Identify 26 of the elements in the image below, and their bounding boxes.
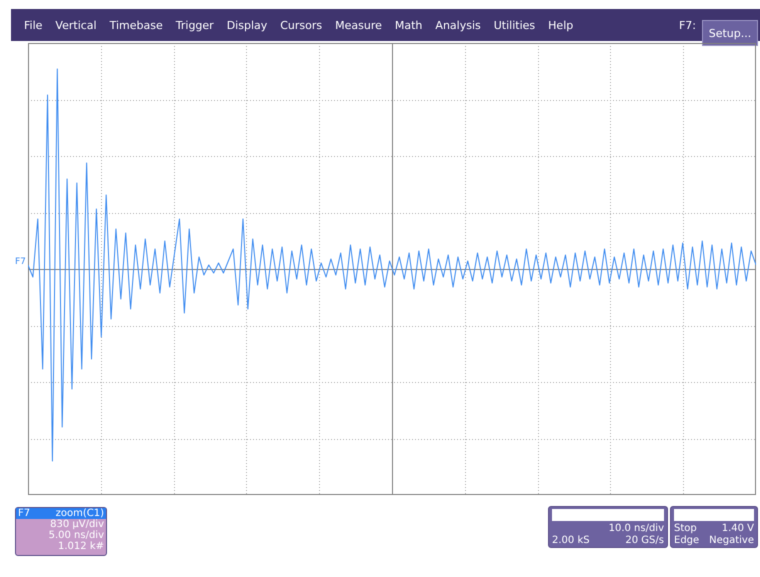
text: 20 GS/s	[625, 535, 664, 547]
text: File	[24, 18, 42, 32]
text: 830 µV/div	[49, 519, 105, 530]
text: Analysis	[435, 18, 481, 32]
text: 1.012 k#	[57, 541, 105, 552]
text: 10.0 ns/div	[608, 523, 664, 535]
text: F7	[15, 257, 26, 267]
text: Cursors	[280, 18, 322, 32]
text: Vertical	[55, 18, 97, 32]
text: Measure	[335, 18, 382, 32]
text: Help	[548, 18, 574, 32]
text: F7	[18, 508, 30, 519]
text: Stop	[674, 523, 697, 535]
text: Edge	[674, 535, 700, 547]
text: Timebase	[110, 18, 163, 32]
text: Display	[226, 18, 268, 32]
text: Setup...	[702, 20, 758, 46]
text: zoom(C1)	[56, 508, 104, 519]
text: Trigger	[176, 18, 214, 32]
text: F7:	[678, 19, 696, 32]
text: Math	[394, 18, 422, 32]
text: 2.00 kS	[552, 535, 590, 547]
text: Utilities	[494, 18, 536, 32]
text: 1.40 V	[722, 523, 754, 535]
text: Negative	[709, 535, 754, 547]
text: 5.00 ns/div	[48, 530, 105, 541]
